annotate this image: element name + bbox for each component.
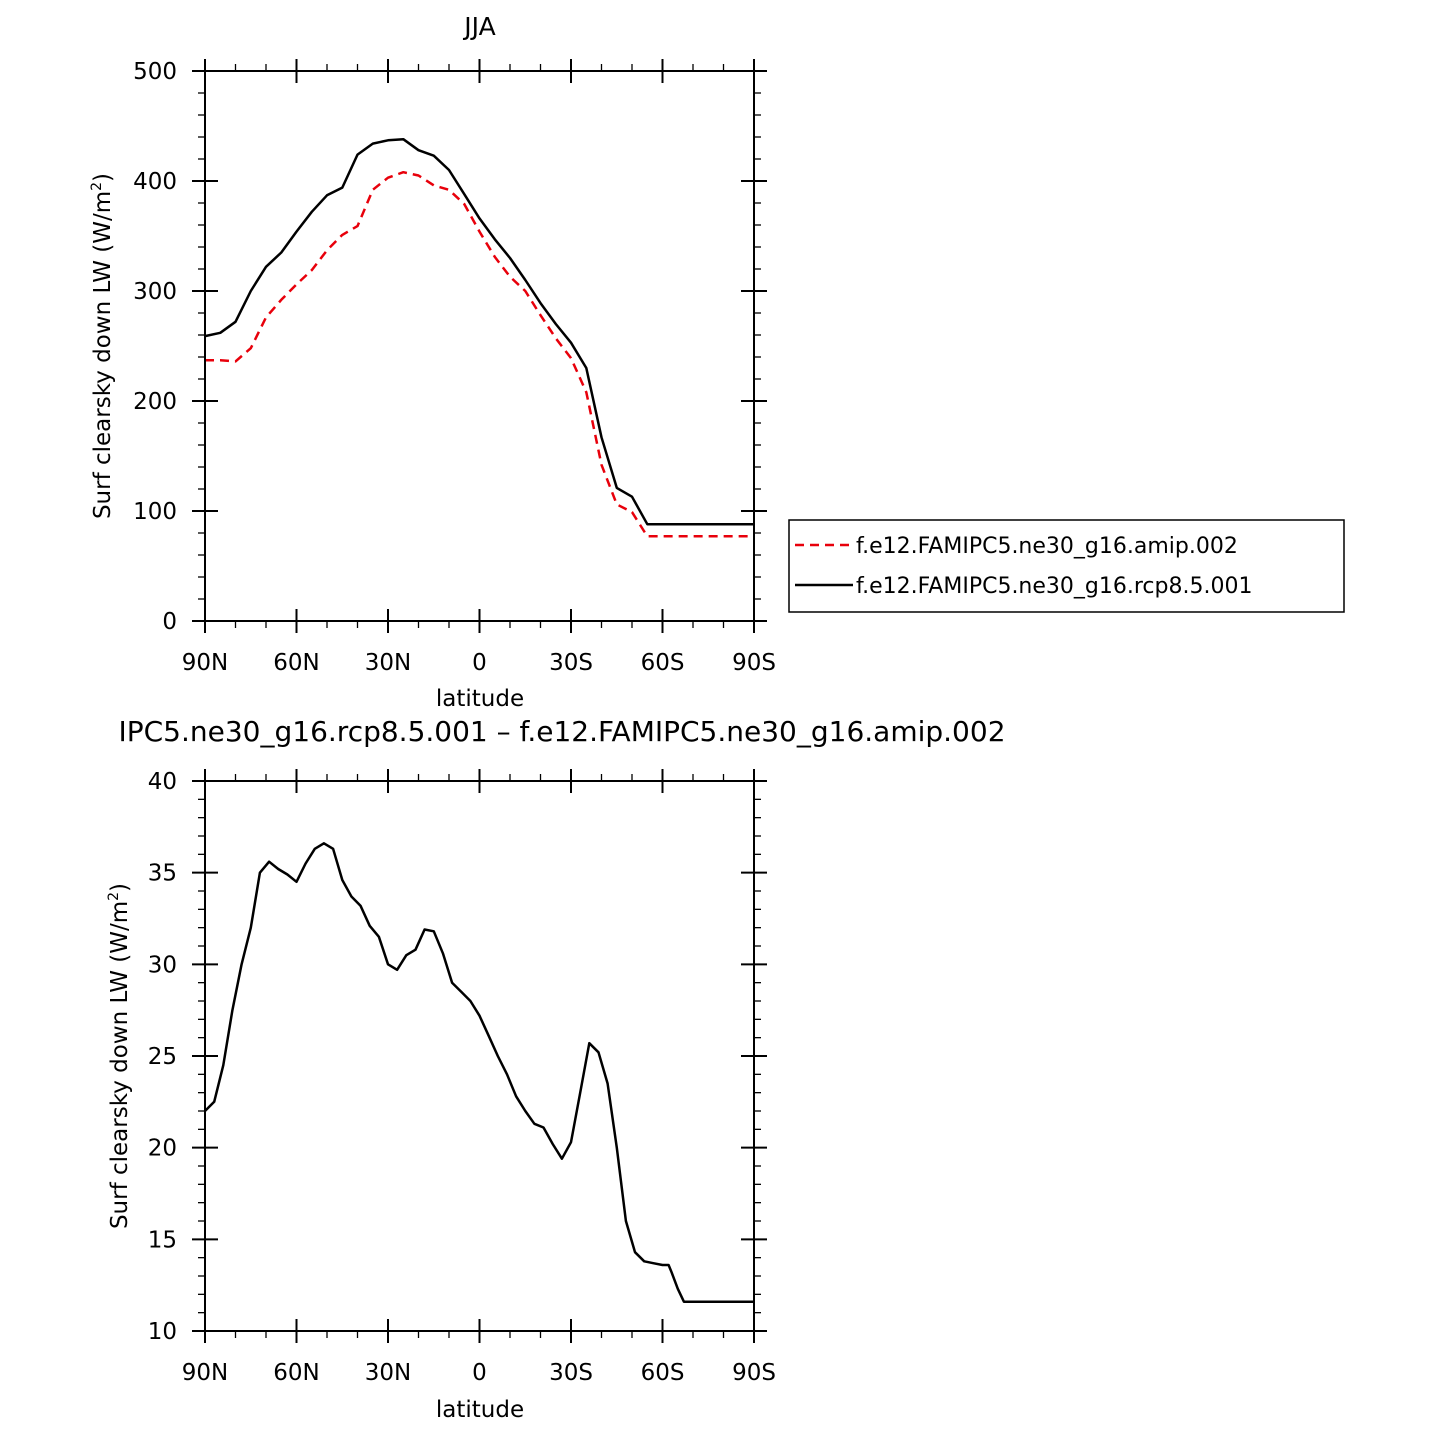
- top-y-axis-label: Surf clearsky down LW (W/m2): [89, 173, 116, 519]
- top-x-tick-label: 90S: [732, 650, 776, 676]
- bottom-y-axis-label-superscript: 2: [106, 892, 122, 901]
- bottom-y-axis-label-close: ): [107, 883, 133, 892]
- bottom-x-axis-label: latitude: [436, 1397, 524, 1423]
- bottom-x-tick-label: 30S: [549, 1360, 593, 1386]
- bottom-y-axis-label: Surf clearsky down LW (W/m2): [106, 883, 133, 1229]
- bottom-y-tick-label: 40: [148, 769, 177, 795]
- legend: f.e12.FAMIPC5.ne30_g16.amip.002 f.e12.FA…: [788, 519, 1345, 613]
- bottom-x-tick-label: 90N: [182, 1360, 228, 1386]
- bottom-x-tick-label: 90S: [732, 1360, 776, 1386]
- bottom-panel: IPC5.ne30_g16.rcp8.5.001 – f.e12.FAMIPC5…: [106, 715, 1006, 1423]
- top-x-tick-label: 30S: [549, 650, 593, 676]
- bottom-y-tick-label: 20: [148, 1136, 177, 1162]
- legend-label-rcp85: f.e12.FAMIPC5.ne30_g16.rcp8.5.001: [856, 574, 1252, 599]
- top-chart-title: JJA: [462, 12, 495, 41]
- top-series-line-1: [204, 137, 754, 526]
- top-y-tick-label: 100: [133, 499, 177, 525]
- top-y-axis-label-main: Surf clearsky down LW (W/m: [90, 191, 116, 519]
- top-x-tick-label: 90N: [182, 650, 228, 676]
- top-panel: JJA 90N 60N 30N 0 30S 60S 90S0100200300400500 …: [89, 12, 1345, 712]
- top-y-tick-label: 400: [133, 169, 177, 195]
- top-y-axis-label-close: ): [90, 173, 116, 182]
- bottom-series-lines: [204, 842, 754, 1303]
- bottom-x-tick-label: 30N: [365, 1360, 411, 1386]
- bottom-y-tick-label: 10: [148, 1319, 177, 1345]
- top-y-tick-label: 300: [133, 279, 177, 305]
- top-x-tick-label: 60N: [273, 650, 319, 676]
- bottom-y-tick-label: 35: [148, 861, 177, 887]
- top-y-tick-label: 200: [133, 389, 177, 415]
- bottom-x-tick-label: 60S: [641, 1360, 685, 1386]
- bottom-series-line-0: [204, 842, 754, 1303]
- top-x-axis-label: latitude: [436, 686, 524, 712]
- bottom-plot-frame: [204, 780, 755, 1332]
- top-series-line-0: [205, 170, 754, 538]
- bottom-y-tick-label: 25: [148, 1044, 177, 1070]
- legend-box: [788, 519, 1345, 613]
- top-y-tick-label: 0: [162, 609, 177, 635]
- top-ticks: 90N 60N 30N 0 30S 60S 90S 0 100 200 300 400 500: [133, 59, 776, 676]
- top-y-axis-label-superscript: 2: [89, 182, 105, 191]
- bottom-y-tick-label: 15: [148, 1227, 177, 1253]
- bottom-y-axis-label-main: Surf clearsky down LW (W/m: [107, 901, 133, 1229]
- top-x-tick-label: 60S: [641, 650, 685, 676]
- top-series-lines: [204, 137, 754, 538]
- top-y-tick-label: 500: [133, 59, 177, 85]
- bottom-ticks: 90N 60N 30N 0 30S 60S 90S 10 15 20 25 30 35 40: [148, 769, 776, 1386]
- top-plot-frame: [204, 70, 755, 622]
- top-x-tick-label: 30N: [365, 650, 411, 676]
- bottom-y-tick-label: 30: [148, 952, 177, 978]
- legend-label-amip: f.e12.FAMIPC5.ne30_g16.amip.002: [856, 534, 1238, 559]
- bottom-x-tick-label: 60N: [273, 1360, 319, 1386]
- top-x-tick-label: 0: [472, 650, 487, 676]
- bottom-x-tick-label: 0: [472, 1360, 487, 1386]
- bottom-chart-title: IPC5.ne30_g16.rcp8.5.001 – f.e12.FAMIPC5…: [118, 715, 1005, 748]
